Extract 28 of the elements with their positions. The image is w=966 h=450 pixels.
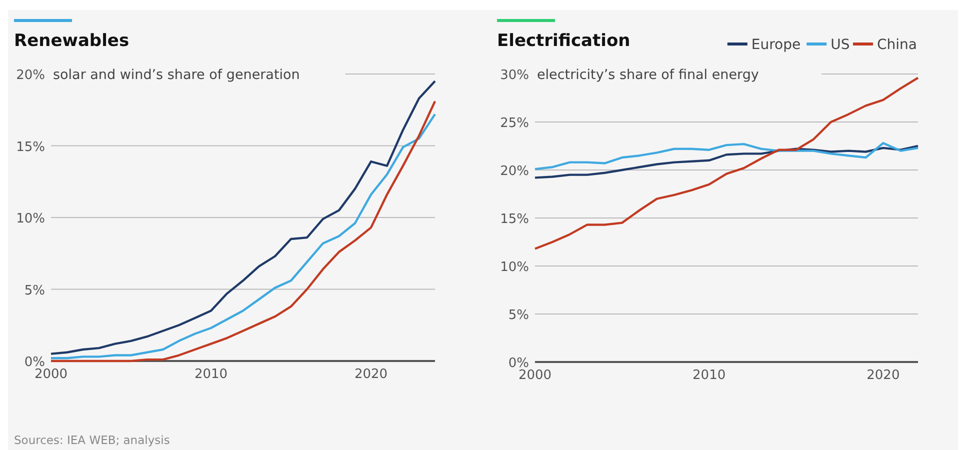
- chart-title: Renewables: [14, 31, 130, 51]
- legend-label: US: [830, 37, 850, 53]
- y-tick-label: 0%: [24, 355, 45, 370]
- legend-label: Europe: [751, 37, 801, 53]
- y-tick-label: 15%: [500, 212, 529, 227]
- y-tick-label: 30%: [500, 68, 529, 83]
- line-series: [534, 142, 920, 170]
- x-tick-label: 2000: [518, 368, 552, 383]
- y-tick-label: 5%: [508, 308, 529, 323]
- x-tick-label: 2010: [194, 367, 228, 382]
- y-tick-label: 5%: [24, 283, 45, 298]
- y-axis-title: electricity’s share of final energy: [537, 67, 759, 83]
- y-tick-label: 20%: [16, 68, 45, 83]
- legend-label: China: [877, 37, 917, 53]
- y-tick-label: 10%: [500, 260, 529, 275]
- x-tick-label: 2000: [34, 367, 68, 382]
- y-tick-label: 0%: [508, 356, 529, 371]
- y-tick-label: 10%: [16, 212, 45, 226]
- y-tick-label: 20%: [500, 164, 529, 179]
- chart-title: Electrification: [497, 31, 630, 51]
- y-tick-label: 15%: [16, 140, 45, 155]
- x-tick-label: 2020: [354, 367, 388, 382]
- line-series: [534, 144, 920, 179]
- source-note: Sources: IEA WEB; analysis: [14, 433, 170, 447]
- y-axis-title: solar and wind’s share of generation: [53, 67, 300, 83]
- x-tick-label: 2010: [692, 368, 726, 383]
- y-tick-label: 25%: [500, 116, 529, 131]
- x-tick-label: 2020: [866, 368, 900, 383]
